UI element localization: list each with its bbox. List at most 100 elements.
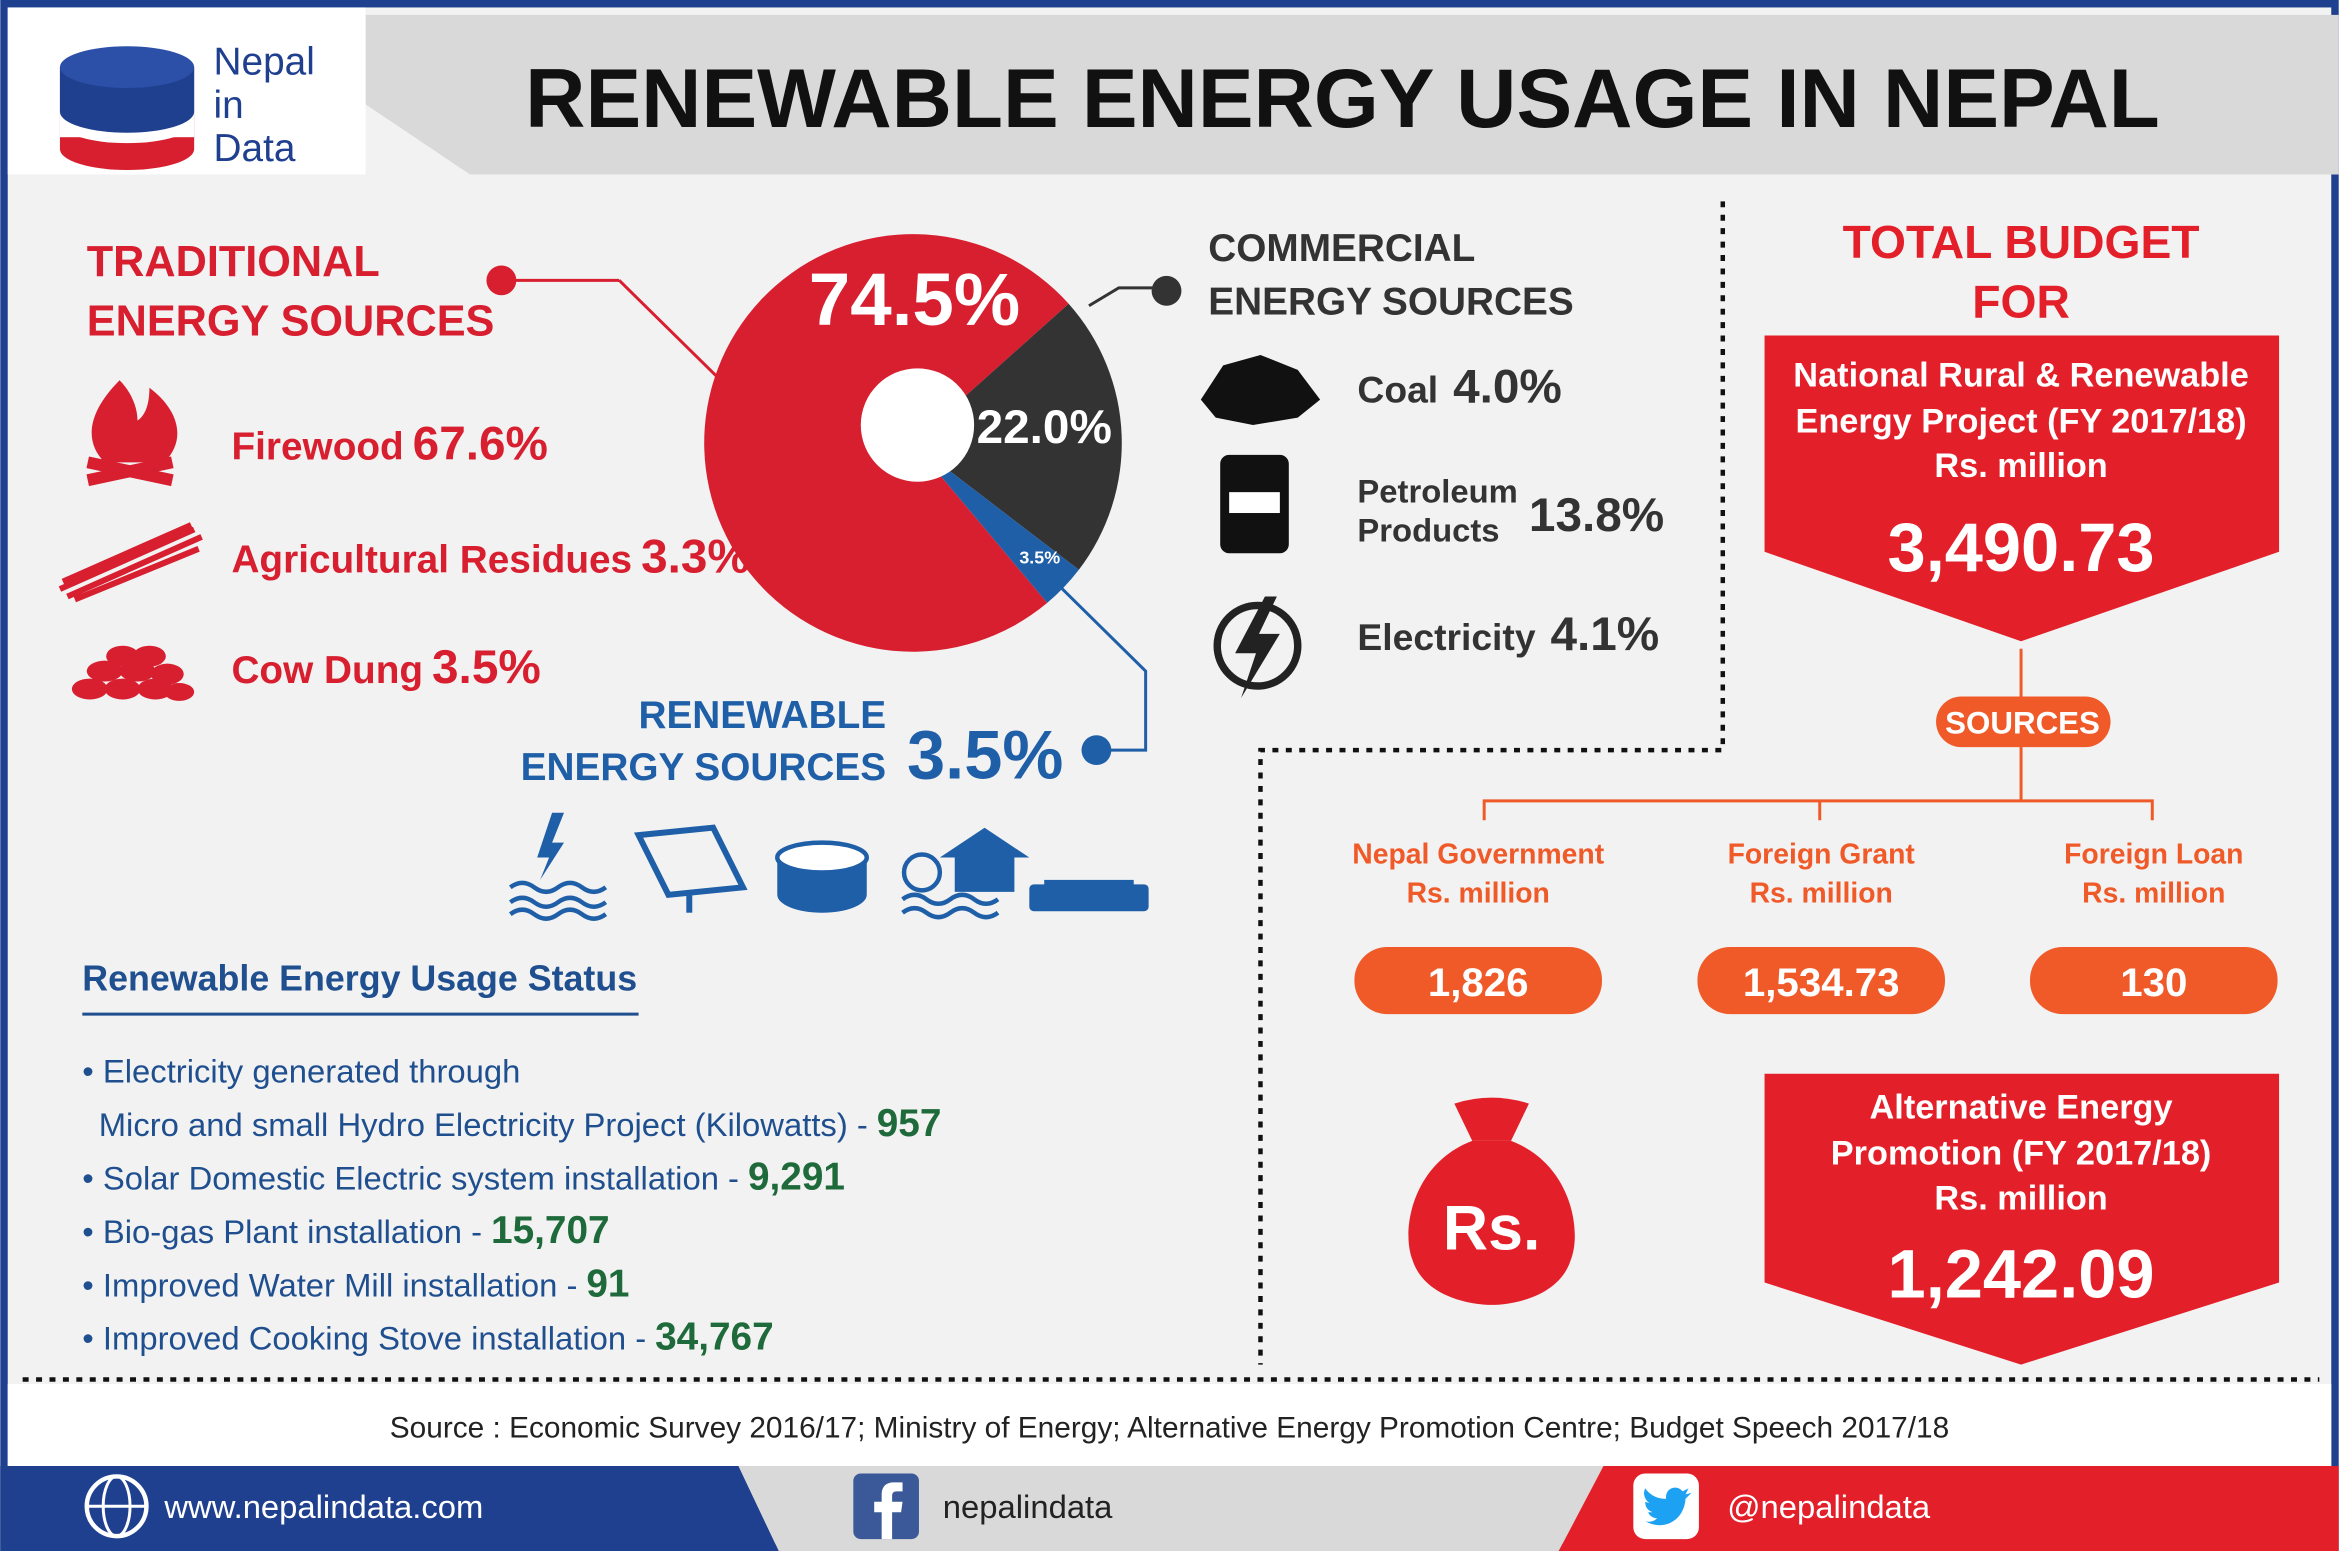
source-item: Cow Dung 3.5% — [231, 641, 540, 694]
footer-right — [1558, 1465, 2339, 1551]
budget-box — [1764, 335, 2280, 642]
source-name: Rs. million — [1407, 877, 1550, 909]
money-bag — [1408, 1097, 1575, 1305]
budget-box — [1764, 1073, 2280, 1365]
budget-title: TOTAL BUDGET — [1843, 216, 2200, 268]
budget-amount: 3,490.73 — [1888, 509, 2155, 586]
divider — [22, 201, 2320, 1382]
status-item: • Electricity generated through — [82, 1053, 520, 1090]
item-label: Electricity — [1357, 616, 1535, 658]
twitter[interactable]: @nepalindata — [1727, 1488, 1931, 1525]
item-label: Petroleum — [1357, 473, 1517, 510]
budget-label: Energy Project (FY 2017/18) — [1795, 402, 2246, 440]
item-value: 13.8% — [1529, 489, 1664, 542]
source-name: Foreign Grant — [1728, 838, 1916, 870]
status-label: • Improved Cooking Stove installation - — [82, 1320, 646, 1357]
source-item: Electricity 4.1% — [1357, 608, 1659, 661]
budget-label: National Rural & Renewable — [1793, 356, 2249, 394]
status-item: Micro and small Hydro Electricity Projec… — [99, 1102, 942, 1145]
slice-label: 3.5% — [1019, 548, 1060, 568]
budget-title: FOR — [1972, 276, 2070, 328]
page-title: RENEWABLE ENERGY USAGE IN NEPAL — [525, 51, 2160, 145]
tree-lines — [1482, 648, 2154, 821]
status-label: Micro and small Hydro Electricity Projec… — [99, 1106, 868, 1143]
source-item: Coal 4.0% — [1357, 361, 1561, 414]
section-title: ENERGY SOURCES — [87, 298, 495, 346]
bag-label: Rs. — [1443, 1194, 1540, 1264]
status-label: • Electricity generated through — [82, 1053, 520, 1090]
pie-hole — [860, 368, 975, 482]
amount-pill — [2030, 947, 2278, 1015]
sources-pill — [1936, 696, 2111, 748]
status-item: • Improved Water Mill installation -91 — [82, 1262, 629, 1305]
budget-label: Rs. million — [1934, 447, 2107, 485]
logo-text: Nepal — [214, 41, 315, 84]
source-item: Agricultural Residues 3.3% — [231, 531, 749, 584]
item-label: Firewood — [231, 425, 403, 468]
pie-chart: 74.5% 22.0% 3.5% — [704, 234, 1122, 652]
amount-pill — [1697, 947, 1945, 1015]
status-value: 9,291 — [748, 1155, 845, 1198]
pie-slice — [912, 303, 1122, 570]
status-label: • Improved Water Mill installation - — [82, 1266, 577, 1303]
title-banner — [365, 14, 2339, 175]
status-value: 957 — [877, 1102, 942, 1145]
budget-label: Alternative Energy — [1870, 1089, 2173, 1127]
source-amount: 1,826 — [1428, 960, 1529, 1005]
facebook[interactable]: nepalindata — [943, 1488, 1113, 1525]
source-name: Rs. million — [2082, 877, 2225, 909]
source-name: Rs. million — [1750, 877, 1893, 909]
item-value: 4.1% — [1550, 608, 1659, 661]
status-list: • Electricity generated through Micro and… — [82, 1053, 941, 1359]
website[interactable]: www.nepalindata.com — [163, 1488, 483, 1525]
footer-mid — [738, 1465, 1604, 1551]
budget-label: Promotion (FY 2017/18) — [1831, 1135, 2212, 1173]
sources: Nepal Government Rs. million 1,826 Foreign … — [1352, 838, 2278, 1015]
sources-label: SOURCES — [1945, 706, 2100, 741]
source-bar — [7, 1383, 2332, 1466]
status-label: • Bio-gas Plant installation - — [82, 1213, 482, 1250]
slice-label: 74.5% — [809, 258, 1020, 341]
section-title: COMMERCIAL — [1208, 227, 1475, 270]
status-title: Renewable Energy Usage Status — [82, 958, 637, 998]
icons — [1200, 354, 1321, 698]
status-value: 34,767 — [655, 1316, 774, 1359]
item-label: Products — [1357, 511, 1499, 548]
status-item: • Solar Domestic Electric system install… — [82, 1155, 845, 1198]
item-label: Coal — [1357, 369, 1438, 411]
item-value: 4.0% — [1453, 361, 1562, 414]
slice-label: 22.0% — [977, 401, 1112, 454]
source-name: Foreign Loan — [2064, 838, 2243, 870]
status-label: • Solar Domestic Electric system install… — [82, 1159, 739, 1196]
status-item: • Improved Cooking Stove installation -3… — [82, 1316, 773, 1359]
connector — [486, 265, 1182, 766]
source-note: Source : Economic Survey 2016/17; Minist… — [390, 1412, 1949, 1445]
section-title: RENEWABLE — [638, 694, 886, 737]
source-item: Firewood 67.6% — [231, 417, 548, 470]
amount-pill — [1354, 947, 1602, 1015]
source-name: Nepal Government — [1352, 838, 1604, 870]
status-value: 91 — [586, 1262, 629, 1305]
icons — [58, 380, 203, 701]
item-value: 67.6% — [413, 417, 548, 470]
item-label: Cow Dung — [231, 649, 423, 692]
source-amount: 1,534.73 — [1743, 960, 1900, 1005]
section-title: TRADITIONAL — [87, 238, 380, 286]
item-value: 3.5% — [432, 641, 541, 694]
item-label: Agricultural Residues — [231, 539, 632, 582]
logo-text: Data — [214, 127, 296, 170]
budget-label: Rs. million — [1934, 1179, 2107, 1217]
footer-left — [0, 1465, 779, 1551]
budget-amount: 1,242.09 — [1888, 1235, 2155, 1312]
status-value: 15,707 — [491, 1209, 610, 1252]
section-title: ENERGY SOURCES — [1208, 281, 1573, 324]
social-icons — [84, 1473, 1699, 1540]
renewable-value: 3.5% — [907, 716, 1063, 793]
icons — [508, 812, 1149, 921]
pie-slice — [912, 442, 1079, 603]
section-title: ENERGY SOURCES — [521, 746, 887, 789]
status-item: • Bio-gas Plant installation -15,707 — [82, 1209, 609, 1252]
logo-icon — [59, 46, 195, 171]
logo-text: in — [214, 84, 244, 127]
